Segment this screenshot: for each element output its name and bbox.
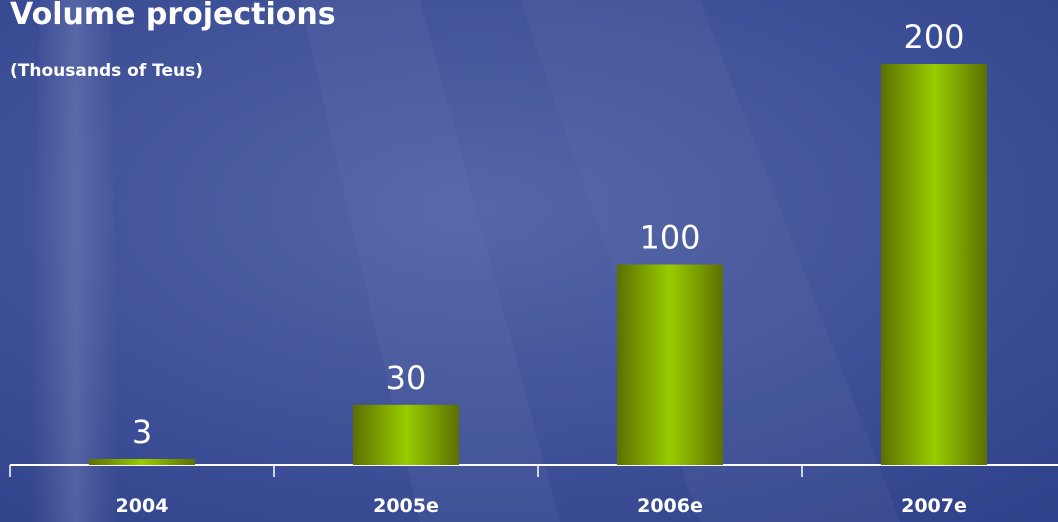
data-label: 100 bbox=[639, 219, 700, 257]
bar bbox=[881, 64, 987, 465]
data-label: 200 bbox=[903, 18, 964, 56]
bar bbox=[617, 265, 723, 466]
bar bbox=[89, 459, 195, 465]
data-label: 3 bbox=[132, 413, 152, 451]
x-tick-label: 2004 bbox=[116, 495, 169, 517]
chart-subtitle: (Thousands of Teus) bbox=[10, 61, 203, 81]
x-tick-label: 2007e bbox=[901, 495, 967, 517]
x-tick-label: 2005e bbox=[373, 495, 439, 517]
data-label: 30 bbox=[386, 359, 427, 397]
page: {"chart_data": {"type": "bar", "title": … bbox=[0, 0, 1058, 522]
bar bbox=[353, 405, 459, 465]
chart-title: Volume projections bbox=[10, 0, 336, 32]
chart: Volume projections (Thousands of Teus) 3… bbox=[0, 0, 1058, 522]
x-tick-label: 2006e bbox=[637, 495, 703, 517]
